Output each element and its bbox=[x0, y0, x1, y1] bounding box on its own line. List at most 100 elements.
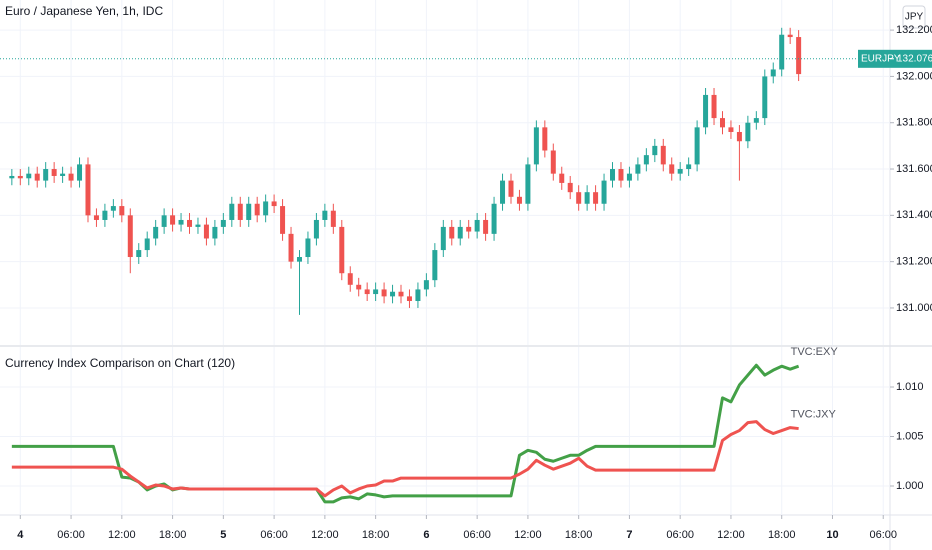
candle-body bbox=[187, 219, 193, 227]
y-tick-label: 131.200 bbox=[896, 256, 932, 268]
candle-body bbox=[711, 94, 717, 119]
candle-body bbox=[457, 226, 463, 239]
candle-body bbox=[43, 169, 49, 181]
x-tick-label: 12:00 bbox=[514, 529, 542, 541]
candle-body bbox=[237, 203, 243, 220]
currency-badge[interactable] bbox=[902, 5, 926, 29]
y-tick-label: 131.600 bbox=[896, 163, 932, 175]
candle-body bbox=[110, 206, 116, 211]
candle-body bbox=[246, 203, 252, 220]
candle-body bbox=[136, 250, 142, 258]
candle-body bbox=[127, 215, 133, 258]
chart-title: Euro / Japanese Yen, 1h, IDC bbox=[5, 4, 163, 18]
candle-body bbox=[483, 219, 489, 234]
candle-body bbox=[322, 210, 328, 220]
y-tick-label: 1.000 bbox=[896, 480, 924, 492]
candle-body bbox=[271, 201, 277, 207]
candle-body bbox=[364, 289, 370, 295]
y-tick-label: 1.010 bbox=[896, 381, 924, 393]
candle-body bbox=[406, 296, 412, 302]
candle-body bbox=[762, 76, 768, 119]
candle-body bbox=[610, 169, 616, 181]
candle-body bbox=[694, 127, 700, 165]
candle-body bbox=[153, 226, 159, 239]
candle-body bbox=[347, 273, 353, 285]
last-price-label: 132.076 bbox=[897, 53, 932, 64]
candle-body bbox=[491, 203, 497, 234]
candle-body bbox=[550, 150, 556, 174]
candle-body bbox=[660, 145, 666, 165]
candle-body bbox=[161, 215, 167, 227]
x-tick-label: 06:00 bbox=[57, 529, 85, 541]
y-tick-label: 132.200 bbox=[896, 24, 932, 36]
candle-body bbox=[770, 69, 776, 77]
candle-body bbox=[102, 210, 108, 220]
candle-body bbox=[593, 192, 599, 204]
candle-body bbox=[432, 250, 438, 281]
candle-body bbox=[525, 164, 531, 204]
candle-body bbox=[415, 289, 421, 302]
candle-body bbox=[466, 226, 472, 232]
candle-body bbox=[576, 192, 582, 204]
candle-body bbox=[728, 127, 734, 132]
candle-body bbox=[652, 145, 658, 156]
candle-body bbox=[745, 122, 751, 142]
candle-body bbox=[381, 289, 387, 297]
candle-body bbox=[26, 173, 32, 179]
candle-body bbox=[669, 164, 675, 174]
x-tick-label: 18:00 bbox=[159, 529, 187, 541]
last-price-box bbox=[858, 49, 932, 68]
candle-body bbox=[373, 289, 379, 295]
x-tick-label: 10 bbox=[826, 529, 838, 541]
candle-body bbox=[626, 173, 632, 181]
candle-body bbox=[68, 173, 74, 181]
y-tick-label: 1.005 bbox=[896, 430, 924, 442]
candle-body bbox=[288, 233, 294, 262]
x-tick-label: 06:00 bbox=[260, 529, 288, 541]
candle-body bbox=[144, 238, 150, 251]
x-tick-label: 5 bbox=[220, 529, 226, 541]
candle-body bbox=[474, 219, 480, 232]
candle-body bbox=[212, 226, 218, 239]
candle-body bbox=[51, 169, 57, 176]
candle-body bbox=[203, 224, 209, 239]
candle-body bbox=[356, 284, 362, 290]
x-tick-label: 12:00 bbox=[108, 529, 136, 541]
marks bbox=[0, 27, 890, 504]
x-tick-label: 6 bbox=[423, 529, 429, 541]
series-label: TVC:JXY bbox=[791, 408, 837, 420]
currency-label: JPY bbox=[905, 12, 924, 23]
candle-body bbox=[559, 173, 565, 183]
candle-body bbox=[93, 215, 99, 220]
candle-body bbox=[643, 155, 649, 165]
candle-body bbox=[516, 196, 522, 204]
candle-body bbox=[60, 173, 66, 176]
candle-body bbox=[533, 127, 539, 165]
x-tick-label: 18:00 bbox=[362, 529, 390, 541]
x-tick-label: 18:00 bbox=[565, 529, 593, 541]
candle-body bbox=[313, 219, 319, 239]
candle-body bbox=[229, 203, 235, 220]
candle-body bbox=[542, 127, 548, 151]
candle-body bbox=[601, 180, 607, 204]
candle-body bbox=[686, 164, 692, 170]
candle-body bbox=[390, 291, 396, 297]
candle-body bbox=[779, 34, 785, 70]
x-tick-label: 12:00 bbox=[717, 529, 745, 541]
y-tick-label: 131.000 bbox=[896, 302, 932, 314]
candle-body bbox=[449, 226, 455, 239]
x-tick-label: 06:00 bbox=[666, 529, 694, 541]
candle-body bbox=[703, 94, 709, 128]
candle-body bbox=[753, 118, 759, 123]
candle-body bbox=[280, 206, 286, 234]
candle-body bbox=[77, 164, 83, 181]
candle-body bbox=[254, 203, 260, 216]
candle-body bbox=[398, 291, 404, 297]
x-tick-label: 12:00 bbox=[311, 529, 339, 541]
candle-body bbox=[195, 224, 201, 227]
candle-body bbox=[9, 175, 15, 179]
y-tick-label: 131.400 bbox=[896, 209, 932, 221]
candle-body bbox=[584, 192, 590, 204]
